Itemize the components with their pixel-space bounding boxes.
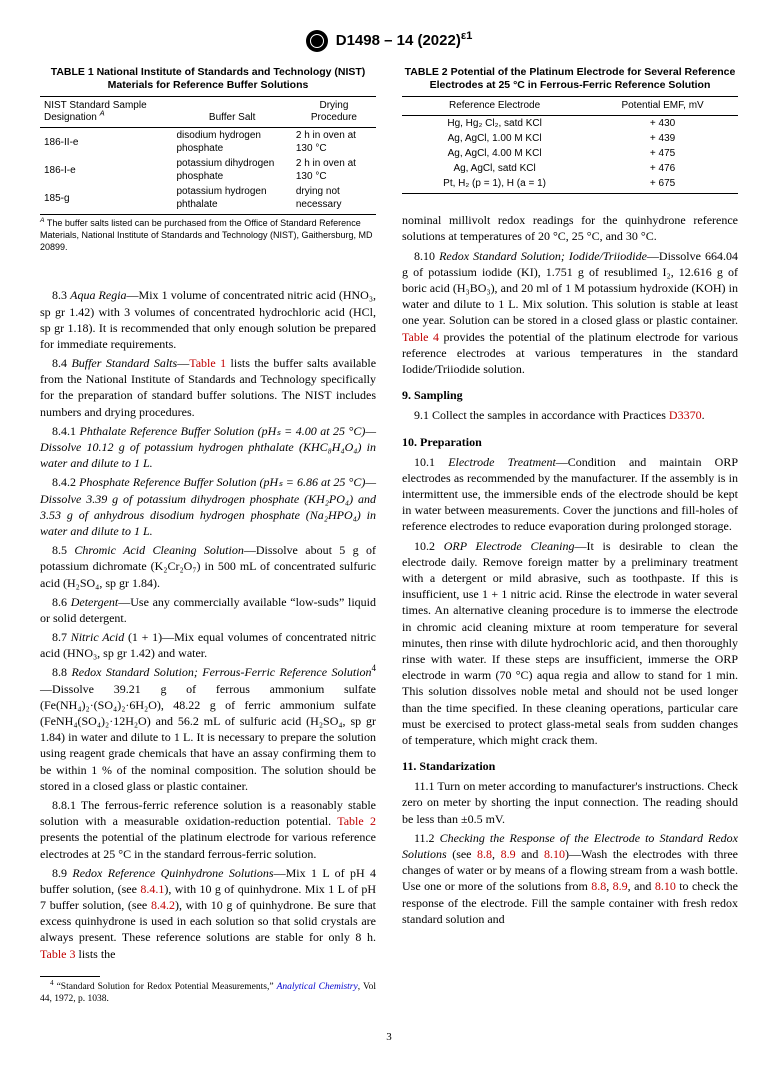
table-row: Pt, H₂ (p = 1), H (a = 1)+ 675 bbox=[402, 176, 738, 194]
ref-88[interactable]: 8.8 bbox=[477, 847, 492, 861]
para-8-7: 8.7 Nitric Acid (1 + 1)—Mix equal volume… bbox=[40, 629, 376, 661]
page-number: 3 bbox=[40, 1030, 738, 1045]
t1-h0: NIST Standard Sample Designation A bbox=[40, 97, 172, 128]
ref-table3[interactable]: Table 3 bbox=[40, 947, 75, 961]
para-9-1: 9.1 Collect the samples in accordance wi… bbox=[402, 407, 738, 423]
ref-table1[interactable]: Table 1 bbox=[189, 356, 226, 370]
table2-title: TABLE 2 Potential of the Platinum Electr… bbox=[402, 66, 738, 92]
t2-h1: Potential EMF, mV bbox=[587, 97, 738, 116]
para-8-8-1: 8.8.1 The ferrous-ferric reference solut… bbox=[40, 797, 376, 862]
para-8-9: 8.9 Redox Reference Quinhydrone Solution… bbox=[40, 865, 376, 962]
ref-841[interactable]: 8.4.1 bbox=[140, 882, 164, 896]
ref-810[interactable]: 8.10 bbox=[544, 847, 565, 861]
para-col2-cont: nominal millivolt redox readings for the… bbox=[402, 212, 738, 244]
section-11-head: 11. Standarization bbox=[402, 758, 738, 774]
designation: D1498 – 14 (2022) bbox=[336, 32, 461, 49]
doc-header: D1498 – 14 (2022)ε1 bbox=[40, 30, 738, 52]
para-10-1: 10.1 Electrode Treatment—Condition and m… bbox=[402, 454, 738, 535]
t1-h2: Drying Procedure bbox=[292, 97, 376, 128]
ref-89[interactable]: 8.9 bbox=[501, 847, 516, 861]
para-8-6: 8.6 Detergent—Use any commercially avail… bbox=[40, 594, 376, 626]
table-row: 186-II-edisodium hydrogen phosphate2 h i… bbox=[40, 128, 376, 157]
para-8-8: 8.8 Redox Standard Solution; Ferrous-Fer… bbox=[40, 664, 376, 794]
t2-h0: Reference Electrode bbox=[402, 97, 587, 116]
para-8-3: 8.3 Aqua Regia—Mix 1 volume of concentra… bbox=[40, 287, 376, 352]
para-8-5: 8.5 Chromic Acid Cleaning Solution—Disso… bbox=[40, 542, 376, 591]
para-11-1: 11.1 Turn on meter according to manufact… bbox=[402, 778, 738, 827]
table-row: Ag, AgCl, satd KCl+ 476 bbox=[402, 161, 738, 176]
ref-842[interactable]: 8.4.2 bbox=[151, 898, 175, 912]
ref-analytical-chemistry[interactable]: Analytical Chemistry bbox=[277, 982, 358, 992]
table-row: 186-I-epotassium dihydrogen phosphate2 h… bbox=[40, 156, 376, 184]
footnote-rule bbox=[40, 976, 100, 977]
para-10-2: 10.2 ORP Electrode Cleaning—It is desira… bbox=[402, 538, 738, 748]
astm-logo bbox=[306, 30, 328, 52]
content-columns: TABLE 1 National Institute of Standards … bbox=[40, 66, 738, 1006]
t1-h1: Buffer Salt bbox=[172, 97, 291, 128]
para-8-4-1: 8.4.1 Phthalate Reference Buffer Solutio… bbox=[40, 423, 376, 472]
table-row: Ag, AgCl, 1.00 M KCl+ 439 bbox=[402, 131, 738, 146]
table1-block: TABLE 1 National Institute of Standards … bbox=[40, 66, 376, 253]
eps: ε1 bbox=[461, 30, 473, 42]
ref-d3370[interactable]: D3370 bbox=[669, 408, 702, 422]
table2-block: TABLE 2 Potential of the Platinum Electr… bbox=[402, 66, 738, 194]
para-8-10: 8.10 Redox Standard Solution; Iodide/Tri… bbox=[402, 248, 738, 378]
ref-89b[interactable]: 8.9 bbox=[613, 879, 628, 893]
ref-810b[interactable]: 8.10 bbox=[655, 879, 676, 893]
para-11-2: 11.2 Checking the Response of the Electr… bbox=[402, 830, 738, 927]
table-row: 185-gpotassium hydrogen phthalatedrying … bbox=[40, 184, 376, 215]
ref-88b[interactable]: 8.8 bbox=[591, 879, 606, 893]
ref-table4[interactable]: Table 4 bbox=[402, 330, 439, 344]
table1: NIST Standard Sample Designation A Buffe… bbox=[40, 96, 376, 215]
table2: Reference Electrode Potential EMF, mV Hg… bbox=[402, 96, 738, 194]
table-row: Hg, Hg₂ Cl₂, satd KCl+ 430 bbox=[402, 116, 738, 132]
ref-table2[interactable]: Table 2 bbox=[337, 814, 376, 828]
footnote-4: 4 “Standard Solution for Redox Potential… bbox=[40, 981, 376, 1006]
table1-footnote: A The buffer salts listed can be purchas… bbox=[40, 218, 376, 253]
table1-title: TABLE 1 National Institute of Standards … bbox=[40, 66, 376, 92]
para-8-4: 8.4 Buffer Standard Salts—Table 1 lists … bbox=[40, 355, 376, 420]
para-8-4-2: 8.4.2 Phosphate Reference Buffer Solutio… bbox=[40, 474, 376, 539]
table-row: Ag, AgCl, 4.00 M KCl+ 475 bbox=[402, 146, 738, 161]
section-10-head: 10. Preparation bbox=[402, 434, 738, 450]
section-9-head: 9. Sampling bbox=[402, 387, 738, 403]
